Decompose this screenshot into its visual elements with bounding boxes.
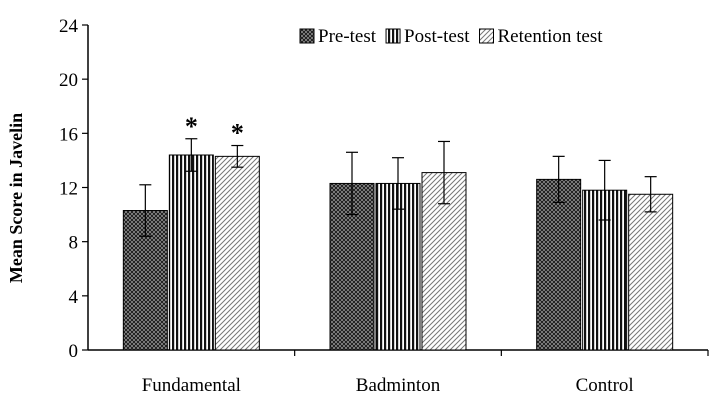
y-tick-label: 4: [69, 287, 79, 308]
legend-label: Retention test: [498, 26, 604, 47]
plot-area: 0 4 8 12 16 20 24 Fundamental Badminton Control * *: [59, 16, 709, 396]
x-category-label: Badminton: [356, 375, 441, 396]
bar: [628, 193, 674, 351]
legend-label: Post-test: [404, 26, 470, 47]
x-category-label: Fundamental: [142, 375, 241, 396]
significance-marker: *: [231, 119, 244, 148]
bar: [214, 155, 260, 351]
bar: [536, 178, 582, 351]
legend-swatch: [479, 28, 494, 44]
legend-label: Pre-test: [318, 26, 377, 47]
y-tick-label: 8: [69, 233, 79, 254]
y-tick-label: 20: [59, 70, 78, 91]
y-tick-label: 12: [59, 179, 78, 200]
y-tick-label: 0: [69, 341, 79, 362]
legend-swatch: [299, 28, 315, 44]
bar: [375, 182, 421, 351]
legend-swatch: [385, 28, 401, 44]
y-axis-label: Mean Score in Javelin: [6, 113, 26, 283]
y-tick-label: 24: [59, 16, 79, 37]
bar: [168, 154, 214, 351]
x-category-label: Control: [576, 375, 634, 396]
significance-marker: *: [185, 112, 198, 141]
legend: Pre-test Post-test Retention test: [299, 26, 604, 47]
y-tick-label: 16: [59, 124, 78, 145]
